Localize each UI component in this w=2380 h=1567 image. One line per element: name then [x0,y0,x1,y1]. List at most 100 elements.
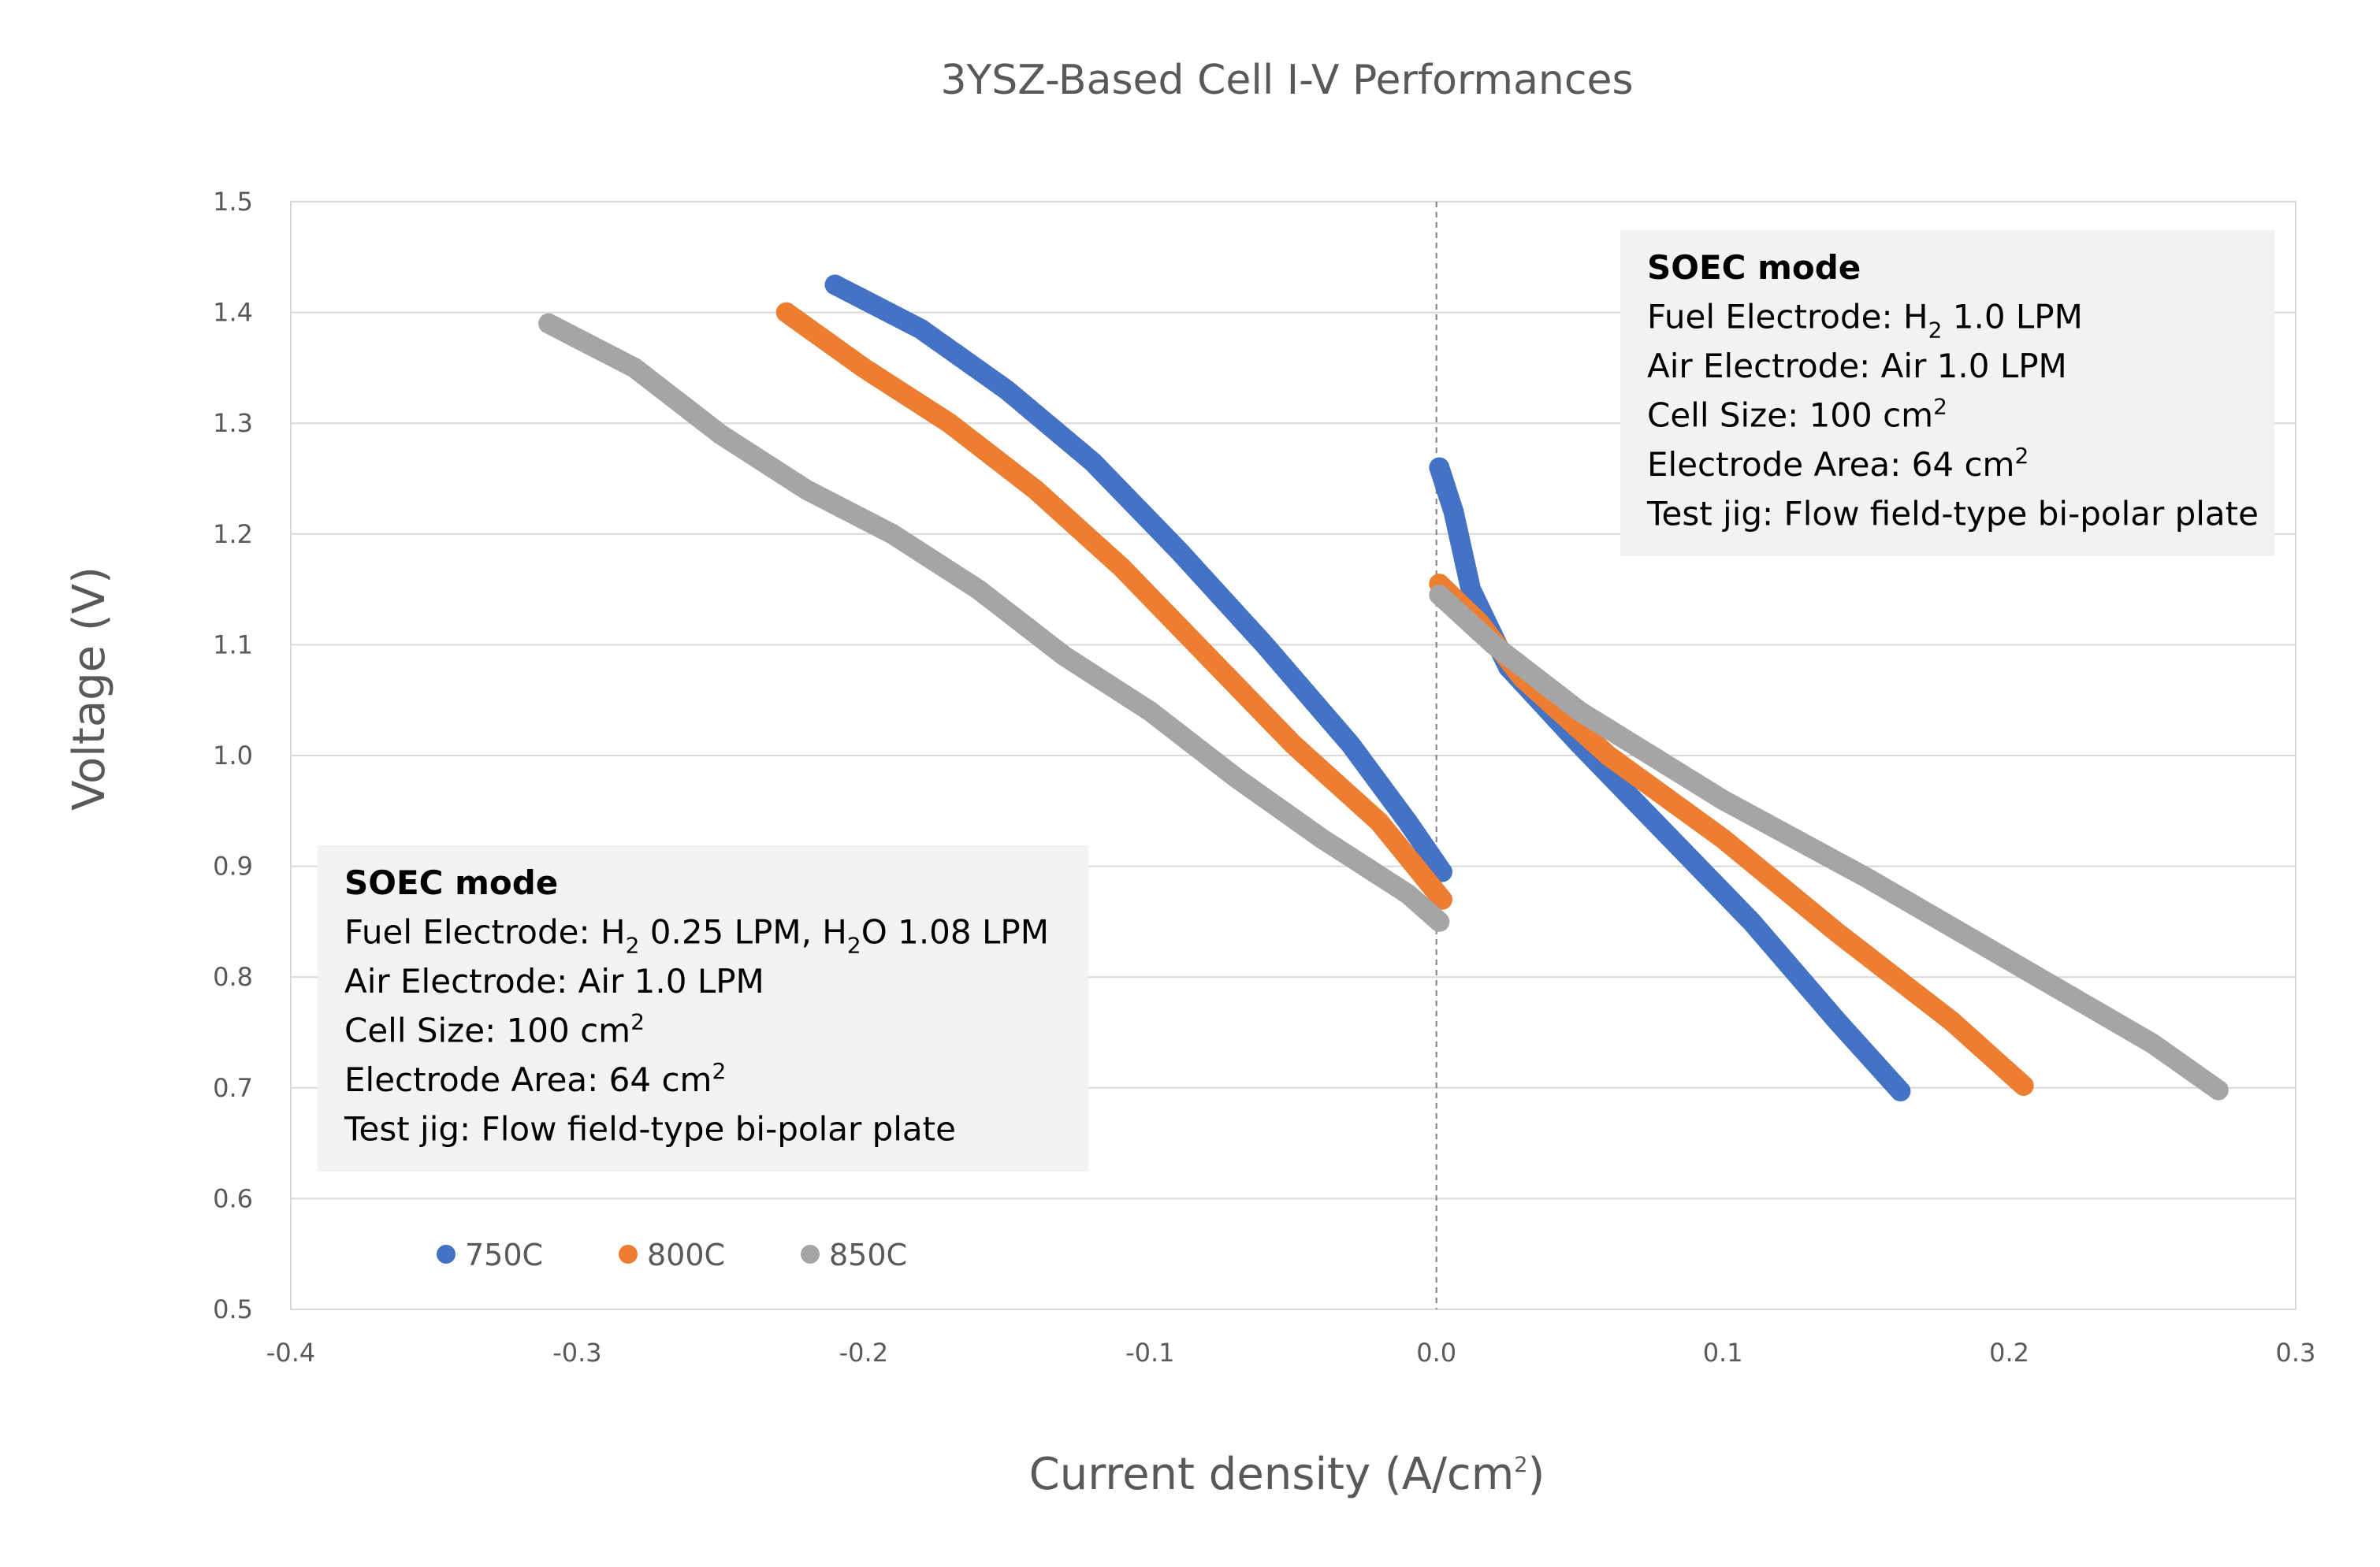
annotation-line: Cell Size: 100 cm2 [344,1009,645,1050]
annotation-line: Electrode Area: 64 cm2 [1647,443,2029,484]
annotation-text-segment: Cell Size: 100 cm [344,1012,630,1050]
annotation-heading: SOEC mode [344,863,558,902]
annotation-text-segment: O 1.08 LPM [861,913,1049,952]
annotation-text-segment: Fuel Electrode: H [344,913,626,952]
annotation-text-segment: Test jig: Flow field-type bi-polar plate [344,1110,956,1149]
series-850C-point [1569,700,1590,722]
annotation-text-segment: Air Electrode: Air 1.0 LPM [1647,347,2067,385]
x-axis-tick-labels: -0.4 -0.3 -0.2 -0.1 0.0 0.1 0.2 0.3 [266,1338,2316,1368]
y-tick-label: 1.0 [213,741,253,771]
series-750C-point [996,380,1017,401]
annotation-text-segment: 2 [1928,317,1943,343]
annotation-background [318,845,1088,1172]
series-800C-point [1597,745,1619,766]
x-axis-title-text: Current density (A/cm [1029,1449,1515,1500]
series-850C-point [1225,767,1247,789]
y-axis-tick-labels: 0.5 0.6 0.7 0.8 0.9 1.0 1.1 1.2 1.3 1.4 1.5 [213,187,253,1324]
series-800C-point [1025,479,1046,500]
series-750C-point [1460,579,1482,600]
series-850C-point [1483,634,1504,655]
series-850C-point [1429,911,1450,932]
series-800C-point [1431,889,1452,910]
series-750C-point [1655,822,1676,844]
series-800C-point [939,413,960,434]
series-750C-point [1827,1011,1848,1032]
x-tick-label: -0.1 [1125,1338,1174,1368]
plot-area-frame [290,201,2296,1310]
series-850C-point [796,479,817,500]
y-tick-label: 0.8 [213,962,253,992]
series-750C-point [824,274,846,295]
annotation-text-segment: Fuel Electrode: H [1647,298,1928,336]
legend-label: 850C [829,1238,907,1272]
series-750C-point [1254,634,1275,655]
series-800C-point [1827,922,1848,943]
x-axis-title-end: ) [1527,1449,1545,1500]
series-750C [824,274,1911,1102]
series-800C-point [2013,1075,2034,1096]
y-tick-label: 0.6 [213,1183,253,1213]
series-850C-point [1311,828,1333,849]
annotation-text-segment: 2 [2014,443,2029,469]
annotation-text-segment: Air Electrode: Air 1.0 LPM [344,962,764,1001]
annotation-line: Test jig: Flow field-type bi-polar plate [344,1110,956,1149]
series-750C-point [1168,540,1189,561]
legend-marker [619,1245,638,1264]
y-tick-label: 1.2 [213,519,253,549]
series-850C-point [882,523,903,544]
series-750C-point [910,318,932,340]
series-750C-point [1431,861,1452,882]
annotation-line: Electrode Area: 64 cm2 [344,1058,726,1099]
legend: 750C 800C 850C [437,1238,907,1272]
series-750C-point [1890,1081,1911,1102]
annotation-text-segment: 2 [712,1058,726,1084]
y-tick-label: 0.9 [213,852,253,882]
annotation-text-segment: Electrode Area: 64 cm [344,1060,712,1099]
y-tick-label: 1.4 [213,298,253,328]
series-800C-point [853,357,874,378]
chart-title: 3YSZ-Based Cell I-V Performances [940,57,1633,104]
annotation-text-segment: 0.25 LPM, H [639,913,846,952]
annotation-line: Fuel Electrode: H2 0.25 LPM, H2O 1.08 LP… [344,913,1049,959]
annotation-heading: SOEC mode [1647,248,1861,287]
series-800C-point [1941,1011,1962,1032]
x-axis-title: Current density (A/cm2) [1029,1449,1545,1500]
series-850C-point [1397,883,1419,904]
series-850C-point [1999,950,2020,971]
series-750C-point [1082,451,1103,473]
annotation-text-segment: Test jig: Flow field-type bi-polar plate [1646,495,2259,533]
legend-marker [801,1245,820,1264]
x-tick-label: 0.2 [1989,1338,2029,1368]
annotation-text-segment: 2 [847,933,861,959]
series-850C-point [710,424,731,445]
annotation-line: Air Electrode: Air 1.0 LPM [1647,347,2067,385]
series-850C-point [538,313,560,334]
x-tick-label: 0.1 [1703,1338,1743,1368]
legend-item-850C: 850C [801,1238,907,1272]
x-tick-label: 0.0 [1416,1338,1456,1368]
series-800C-point [1110,556,1132,577]
series-800C-point [775,302,797,323]
legend-marker [437,1245,456,1264]
series-750C-point [1443,501,1464,522]
x-tick-label: -0.3 [552,1338,601,1368]
series-850C [538,313,2229,1101]
series-850C-point [624,357,645,378]
annotation-text-segment: 1.0 LPM [1942,298,2082,336]
series-850C-point [1855,867,1876,888]
series-800C-point [1283,733,1303,755]
data-series [538,274,2229,1102]
series-850C-point [1140,700,1161,722]
y-tick-label: 0.7 [213,1073,253,1103]
series-850C-point [2207,1079,2229,1101]
x-axis-title-superscript: 2 [1514,1453,1527,1477]
series-800C-point [1196,645,1218,667]
series-850C-point [1429,585,1450,606]
y-tick-label: 0.5 [213,1294,253,1324]
series-750C-point [1429,457,1450,478]
annotation-line: Fuel Electrode: H2 1.0 LPM [1647,298,2083,343]
